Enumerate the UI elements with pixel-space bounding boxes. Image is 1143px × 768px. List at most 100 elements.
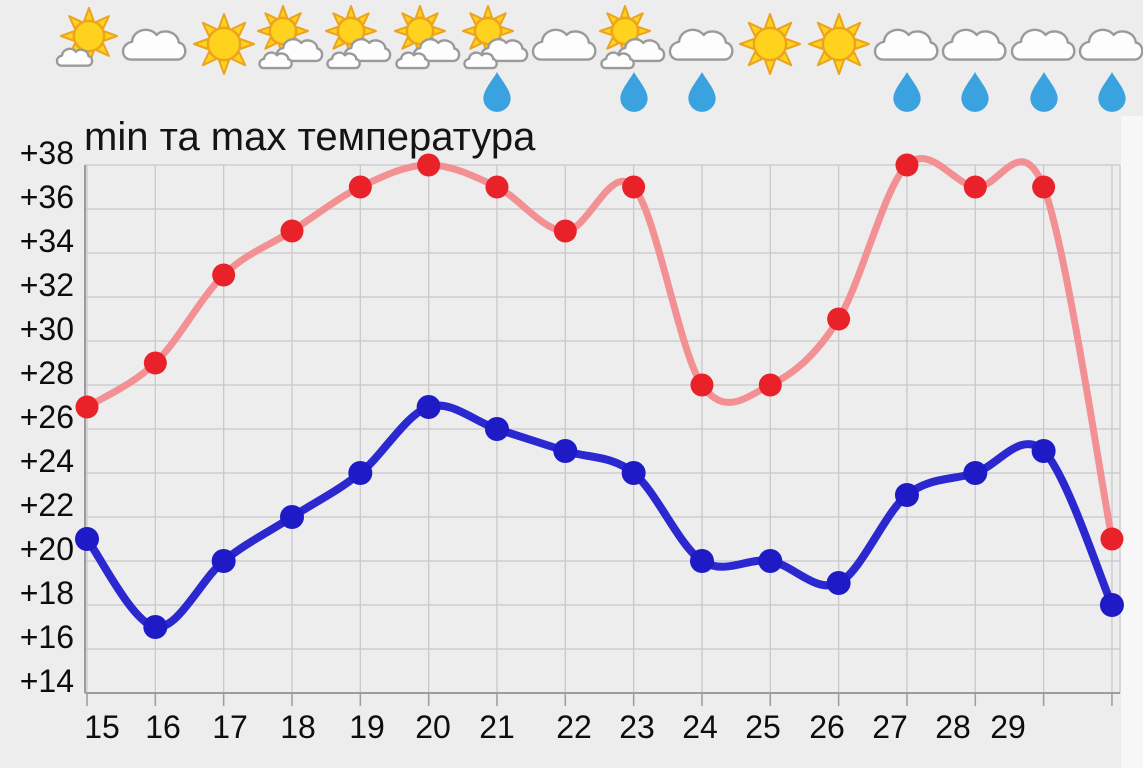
max-temp-point — [280, 219, 304, 243]
weather-icon-day-30 — [1078, 28, 1143, 112]
x-tick-label: 29 — [990, 709, 1026, 745]
max-temp-point — [963, 175, 987, 199]
max-temp-point — [1100, 527, 1124, 551]
weather-icon-day-22 — [532, 28, 597, 61]
weather-icon-day-19 — [325, 5, 392, 70]
max-temp-point — [690, 373, 714, 397]
x-tick-label: 24 — [682, 709, 718, 745]
y-tick-label: +30 — [20, 311, 74, 347]
weather-icon-day-24 — [668, 28, 734, 112]
max-temp-line — [83, 155, 1116, 543]
weather-icon-day-21 — [461, 5, 529, 112]
weather-icon-day-23 — [598, 5, 665, 112]
cloud-icon — [942, 28, 1007, 61]
min-temp-point — [211, 549, 236, 573]
y-tick-label: +28 — [20, 355, 74, 391]
weather-icon-day-17 — [192, 13, 255, 75]
cloud-icon — [873, 28, 939, 61]
y-tick-label: +38 — [20, 135, 74, 171]
y-tick-label: +36 — [20, 179, 74, 215]
min-temp-point — [75, 527, 99, 551]
cloud-icon — [599, 51, 635, 70]
cloud-icon — [1010, 28, 1076, 61]
weather-icon-day-26 — [807, 13, 870, 75]
sun-icon — [821, 26, 856, 62]
weather-icon-row — [0, 0, 1143, 118]
max-temp-point — [622, 175, 646, 199]
min-temp-point — [1099, 593, 1124, 617]
y-tick-label: +14 — [20, 663, 74, 699]
min-temp-point — [348, 461, 373, 485]
cloud-icon — [668, 28, 734, 61]
sun-icon — [753, 26, 788, 62]
x-tick-label: 15 — [84, 709, 120, 745]
y-tick-label: +22 — [20, 487, 74, 523]
weather-icon-day-18 — [256, 5, 324, 70]
max-temp-point — [348, 175, 372, 199]
raindrop-icon — [1098, 72, 1126, 112]
weather-icon-day-25 — [739, 13, 802, 75]
max-temp-point — [895, 153, 919, 177]
weather-icon-day-27 — [873, 28, 939, 112]
x-tick-label: 28 — [935, 709, 971, 745]
max-temp-point — [1032, 175, 1056, 199]
raindrop-icon — [688, 72, 716, 112]
weather-icon-day-20 — [393, 5, 460, 70]
cloud-icon — [258, 51, 293, 70]
weather-icon-day-15 — [55, 7, 118, 67]
cloud-icon — [1078, 28, 1143, 61]
x-tick-label: 18 — [280, 709, 316, 745]
cloud-icon — [463, 51, 498, 70]
y-tick-label: +16 — [20, 619, 74, 655]
max-temp-point — [485, 175, 509, 199]
min-temp-point — [621, 461, 646, 485]
max-temp-point — [553, 219, 577, 243]
cloud-icon — [55, 47, 94, 67]
min-temp-point — [963, 461, 988, 485]
weather-icon-day-29 — [1010, 28, 1076, 112]
min-temp-point — [894, 483, 919, 507]
x-tick-label: 22 — [556, 709, 592, 745]
min-temp-point — [143, 615, 168, 639]
raindrop-icon — [1029, 72, 1058, 112]
y-tick-label: +18 — [20, 575, 74, 611]
y-tick-label: +32 — [20, 267, 74, 303]
cloud-icon — [394, 51, 430, 70]
sun-icon — [72, 19, 106, 53]
y-tick-label: +24 — [20, 443, 74, 479]
min-temp-point — [279, 505, 304, 529]
min-temp-point — [416, 395, 441, 419]
y-tick-label: +34 — [20, 223, 74, 259]
max-temp-point — [758, 373, 782, 397]
max-temp-point — [212, 263, 236, 287]
max-temp-point — [827, 307, 851, 331]
raindrop-icon — [619, 72, 648, 112]
min-temp-point — [758, 549, 783, 573]
min-temp-point — [826, 571, 851, 595]
cloud-icon — [122, 28, 187, 61]
x-tick-label: 16 — [145, 709, 181, 745]
min-temp-point — [484, 417, 509, 441]
chart-title: min та max температура — [84, 115, 536, 159]
sun-icon — [206, 26, 241, 62]
right-margin-strip — [1121, 116, 1143, 768]
x-tick-label: 27 — [872, 709, 908, 745]
x-tick-label: 21 — [479, 709, 515, 745]
min-temp-point — [553, 439, 578, 463]
y-tick-label: +20 — [20, 531, 74, 567]
raindrop-icon — [483, 72, 511, 112]
cloud-icon — [326, 51, 362, 70]
min-temp-point — [689, 549, 714, 573]
x-tick-label: 19 — [349, 709, 385, 745]
raindrop-icon — [961, 72, 989, 112]
x-tick-label: 17 — [212, 709, 248, 745]
weather-icon-day-16 — [122, 28, 187, 61]
x-tick-label: 26 — [809, 709, 845, 745]
weather-icon-day-28 — [942, 28, 1007, 112]
y-tick-label: +26 — [20, 399, 74, 435]
cloud-icon — [532, 28, 597, 61]
x-tick-label: 25 — [745, 709, 781, 745]
min-temp-point — [1031, 439, 1056, 463]
